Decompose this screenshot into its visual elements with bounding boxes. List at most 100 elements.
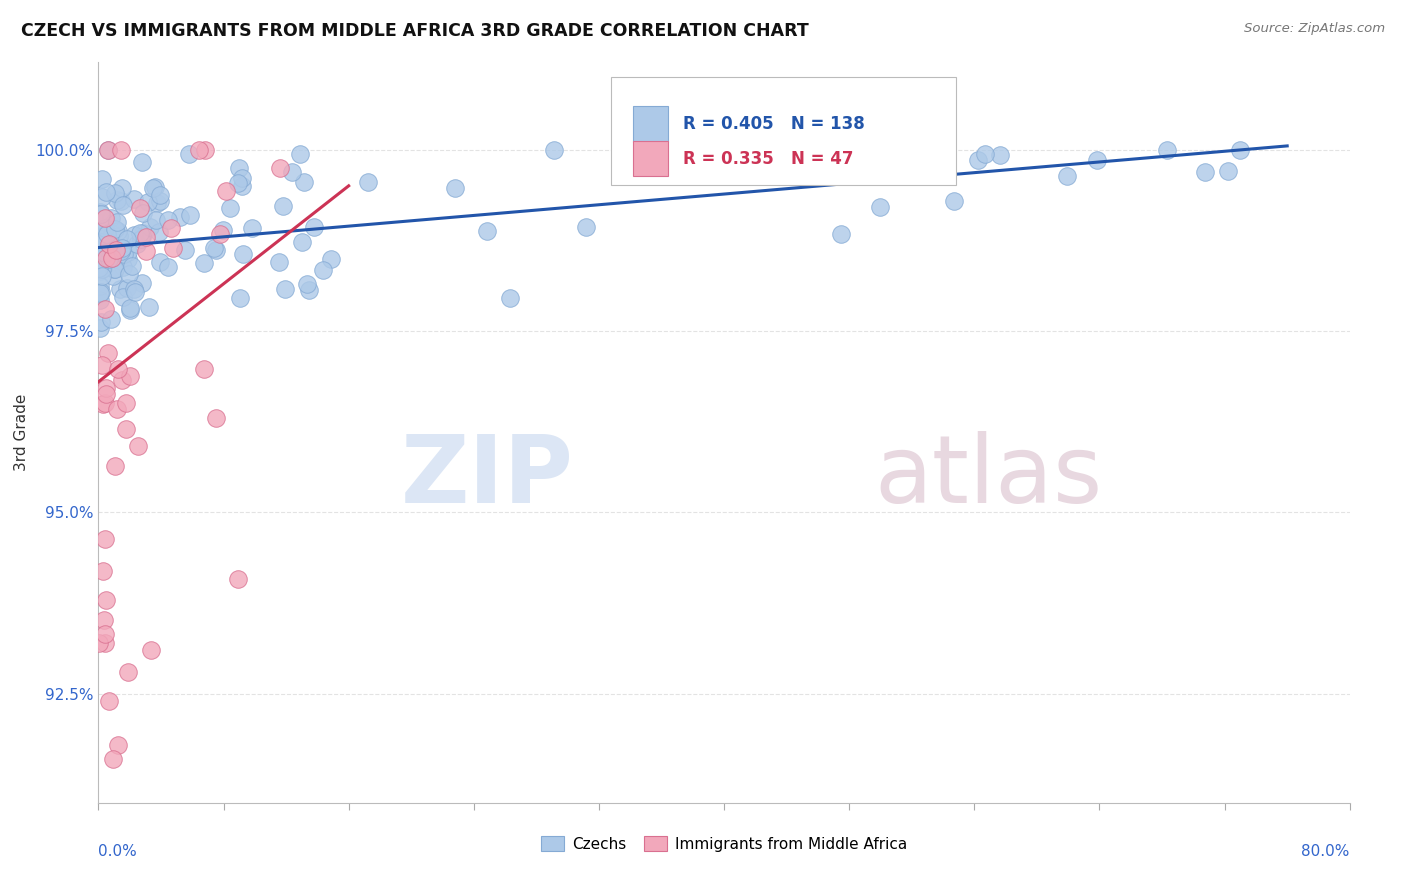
Point <box>96 227 118 242</box>
Point <box>142 181 165 195</box>
Point <box>89 279 111 293</box>
Point <box>1194 165 1216 179</box>
Point <box>103 262 125 277</box>
Point <box>105 193 128 207</box>
Point <box>117 244 139 259</box>
Point <box>135 229 157 244</box>
Point <box>89 320 111 334</box>
Point <box>94 592 117 607</box>
Point <box>93 215 115 229</box>
Point <box>91 261 114 276</box>
Text: atlas: atlas <box>875 431 1102 523</box>
Point <box>110 143 132 157</box>
Point <box>97 143 120 157</box>
Point <box>110 194 132 209</box>
Point <box>174 243 197 257</box>
Point <box>100 211 122 226</box>
Point <box>107 224 129 238</box>
Point <box>128 201 150 215</box>
Point <box>269 161 291 176</box>
Point <box>91 358 114 372</box>
Point <box>298 283 321 297</box>
Point <box>105 402 128 417</box>
Point <box>115 422 138 436</box>
Point <box>93 220 115 235</box>
Point <box>179 147 201 161</box>
Point <box>93 211 115 225</box>
Text: Source: ZipAtlas.com: Source: ZipAtlas.com <box>1244 22 1385 36</box>
Point <box>612 143 634 157</box>
Point <box>830 227 852 241</box>
Point <box>135 244 157 259</box>
Point <box>91 189 114 203</box>
Y-axis label: 3rd Grade: 3rd Grade <box>14 394 28 471</box>
Point <box>193 255 215 269</box>
Point <box>157 260 180 274</box>
Point <box>357 175 380 189</box>
FancyBboxPatch shape <box>612 78 956 185</box>
Point <box>291 235 314 250</box>
Point <box>91 564 114 578</box>
Point <box>202 241 225 255</box>
Text: 0.0%: 0.0% <box>98 844 138 858</box>
Point <box>91 249 114 263</box>
Point <box>90 315 112 329</box>
Point <box>160 220 183 235</box>
Point <box>444 181 467 195</box>
Point <box>100 311 122 326</box>
Point <box>100 251 122 265</box>
Point <box>132 205 155 219</box>
Point <box>120 301 142 315</box>
Point <box>149 255 172 269</box>
Point <box>475 224 498 238</box>
Point <box>94 626 117 640</box>
Point <box>93 396 115 410</box>
Point <box>98 694 121 708</box>
Point <box>193 361 215 376</box>
Point <box>226 176 249 190</box>
Point <box>90 207 112 221</box>
Point <box>145 213 167 227</box>
Point <box>94 636 117 650</box>
Point <box>288 147 311 161</box>
Point <box>872 156 894 170</box>
Point <box>94 245 117 260</box>
Point <box>292 175 315 189</box>
Point <box>232 247 254 261</box>
Point <box>120 302 142 317</box>
Point <box>103 752 125 766</box>
Point <box>319 252 342 266</box>
Point <box>108 281 131 295</box>
Point <box>942 194 965 208</box>
Point <box>129 232 152 246</box>
Point <box>89 285 111 300</box>
Point <box>967 153 990 167</box>
Point <box>111 181 134 195</box>
Point <box>89 212 111 227</box>
Point <box>94 532 117 546</box>
Point <box>111 373 134 387</box>
Text: CZECH VS IMMIGRANTS FROM MIDDLE AFRICA 3RD GRADE CORRELATION CHART: CZECH VS IMMIGRANTS FROM MIDDLE AFRICA 3… <box>21 22 808 40</box>
Point <box>89 636 111 650</box>
Point <box>131 155 153 169</box>
Point <box>105 215 128 229</box>
Point <box>104 243 127 257</box>
Point <box>93 227 115 242</box>
Point <box>117 252 139 267</box>
Point <box>240 221 263 235</box>
Point <box>93 302 115 317</box>
Point <box>111 197 134 211</box>
Point <box>226 572 249 586</box>
Point <box>115 396 138 410</box>
Point <box>499 291 522 305</box>
Point <box>104 459 127 474</box>
Point <box>141 642 163 657</box>
Point <box>146 195 169 210</box>
Point <box>89 235 111 250</box>
Point <box>575 219 598 234</box>
Point <box>974 146 997 161</box>
Point <box>89 261 111 276</box>
Point <box>169 210 191 224</box>
Point <box>91 172 114 186</box>
Point <box>205 411 228 425</box>
